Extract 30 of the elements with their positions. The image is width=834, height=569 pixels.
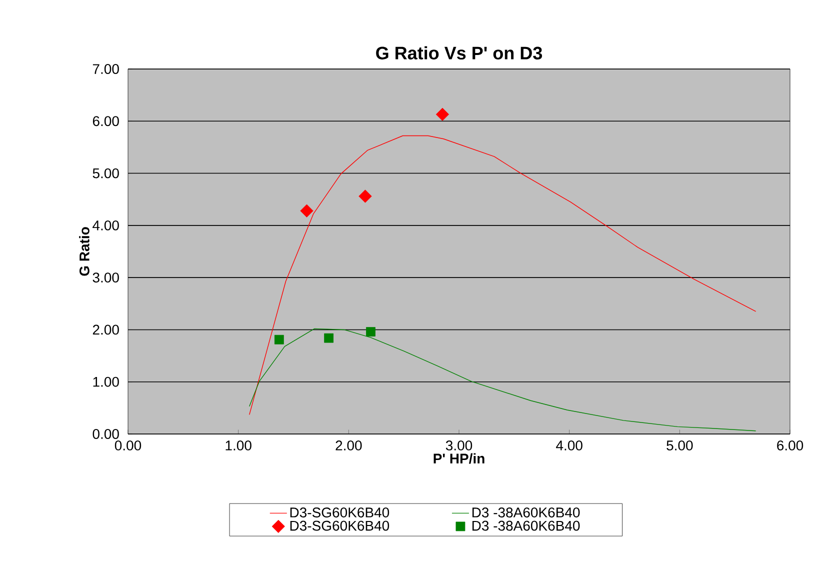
x-axis-title: P' HP/in (434, 453, 484, 464)
x-tick-label: 3.00 (446, 440, 472, 450)
line-series (249, 135, 756, 416)
y-tick-label: 5.00 (92, 168, 119, 178)
point (274, 334, 284, 344)
x-tick-label: 4.00 (556, 440, 582, 450)
y-tick-label: 6.00 (92, 116, 119, 126)
point (324, 333, 334, 343)
x-tick-label: 0.00 (114, 440, 142, 450)
y-axis-title: G Ratio (79, 227, 90, 276)
x-tick-label: 1.00 (226, 440, 252, 450)
y-tick-label: 4.00 (92, 220, 119, 230)
chart-title: G Ratio Vs P' on D3 (376, 46, 542, 60)
x-tick-label: 2.00 (336, 440, 362, 450)
point (300, 204, 314, 218)
point (358, 190, 372, 203)
legend-label: D3 -38A60K6B40 (472, 520, 580, 531)
point (436, 108, 450, 121)
legend-label: D3 -38A60K6B40 (472, 508, 580, 518)
x-tick-label: 6.00 (777, 440, 804, 450)
x-tick-label: 5.00 (666, 440, 693, 450)
y-tick-label: 1.00 (93, 376, 119, 387)
y-tick-label: 0.00 (92, 429, 119, 439)
y-tick-label: 3.00 (92, 272, 119, 283)
point (366, 327, 376, 336)
y-tick-label: 2.00 (92, 324, 119, 335)
legend-label: D3-SG60K6B40 (290, 520, 390, 531)
legend-label: D3-SG60K6B40 (290, 508, 390, 518)
line-series (249, 328, 756, 432)
y-tick-label: 7.00 (92, 64, 119, 74)
